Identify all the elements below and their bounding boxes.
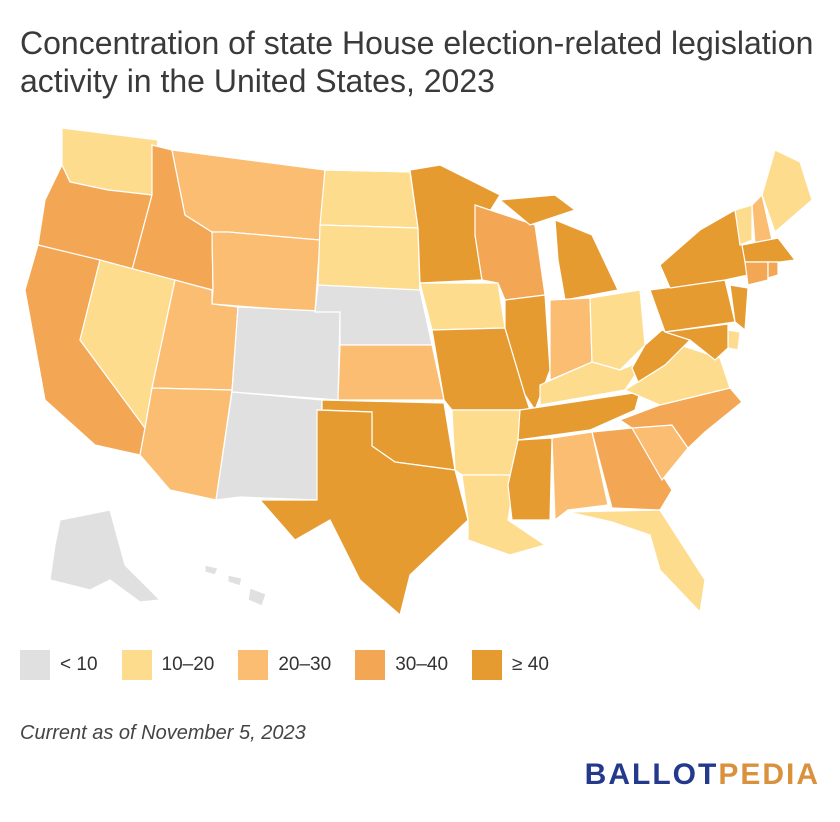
state-NY	[659, 209, 749, 289]
legend-label: ≥ 40	[512, 654, 549, 675]
state-HI	[204, 564, 267, 607]
map-title: Concentration of state House election-re…	[20, 25, 814, 99]
state-CO	[231, 306, 341, 401]
legend-swatch	[472, 650, 503, 680]
state-KS	[337, 344, 445, 401]
state-DE	[727, 329, 741, 351]
state-MD	[664, 323, 729, 361]
logo-part-1: BALLOT	[584, 758, 719, 791]
state-VT	[734, 204, 753, 246]
state-GA	[591, 427, 673, 511]
state-NM	[215, 391, 323, 501]
state-RI	[767, 261, 779, 279]
state-AL	[551, 431, 609, 522]
legend-label: 20–30	[278, 654, 332, 675]
state-MI	[498, 194, 619, 301]
ballotpedia-logo: BALLOTPEDIA	[585, 758, 820, 792]
footnote-current-as-of: Current as of November 5, 2023	[20, 722, 306, 744]
legend-item: 20–30	[238, 650, 331, 680]
legend-item: ≥ 40	[472, 650, 549, 680]
state-WY	[211, 231, 321, 313]
legend-swatch	[238, 650, 269, 680]
state-ND	[319, 169, 419, 229]
legend-swatch	[355, 650, 386, 680]
state-WI	[474, 204, 546, 301]
legend-label: 30–40	[395, 654, 449, 675]
state-TX	[258, 409, 469, 617]
legend-label: 10–20	[161, 654, 215, 675]
legend: < 10 10–20 20–30 30–40 ≥ 40	[20, 650, 573, 680]
state-IA	[419, 282, 506, 331]
state-MA	[741, 237, 797, 263]
state-FL	[567, 509, 706, 614]
legend-label: < 10	[60, 654, 98, 675]
state-AK	[49, 509, 162, 603]
state-TN	[517, 391, 641, 441]
legend-item: 30–40	[355, 650, 448, 680]
state-OH	[589, 289, 646, 371]
state-CT	[744, 261, 769, 286]
state-ME	[761, 149, 813, 234]
us-state-map	[24, 127, 813, 617]
state-MS	[507, 437, 553, 521]
state-NJ	[729, 284, 749, 332]
legend-swatch	[20, 650, 50, 680]
legend-item: < 10	[20, 650, 98, 680]
state-WV	[631, 329, 692, 383]
state-SD	[317, 224, 421, 296]
legend-swatch	[121, 650, 152, 680]
legend-item: 10–20	[121, 650, 215, 680]
logo-part-2: PEDIA	[718, 758, 820, 791]
